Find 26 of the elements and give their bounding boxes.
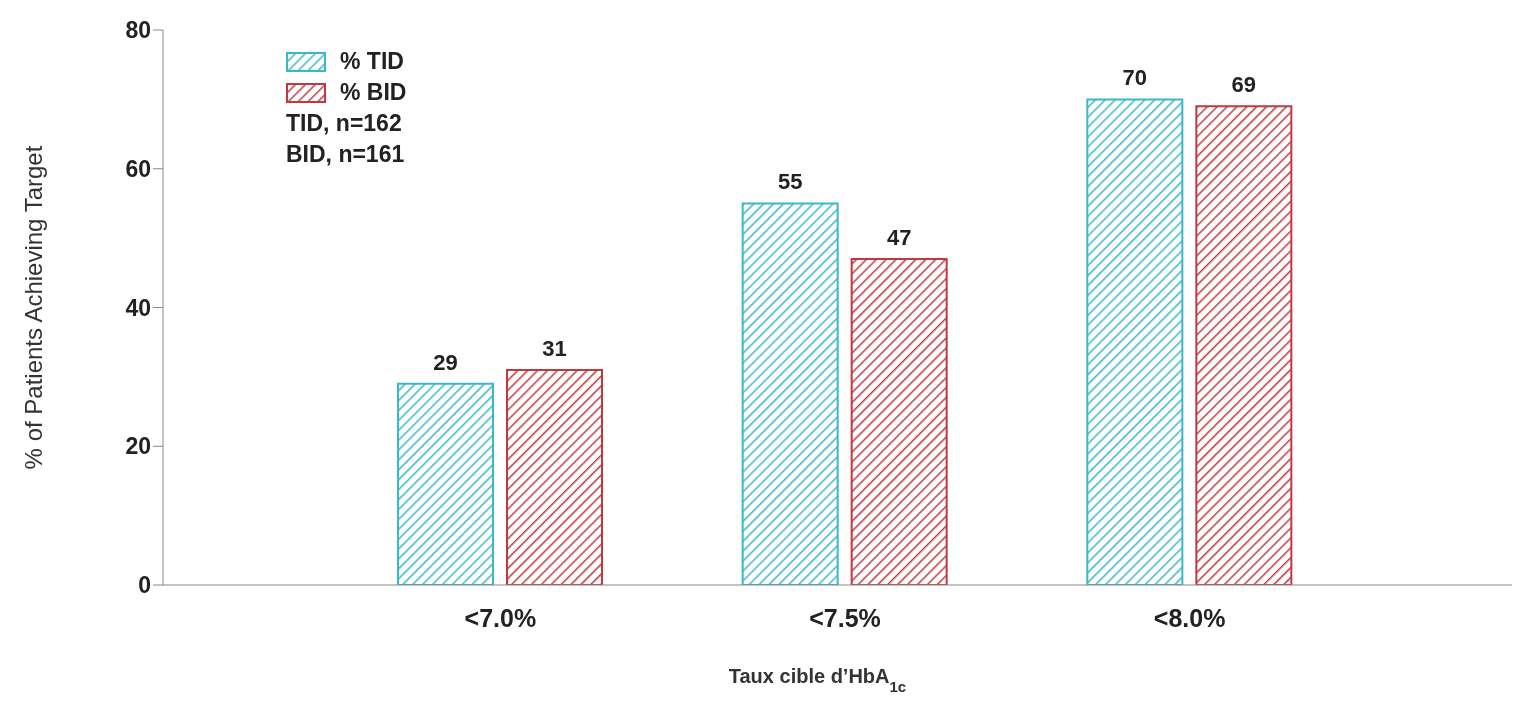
bar (397, 382, 494, 585)
x-tick-label: <7.0% (464, 603, 537, 632)
bar (850, 257, 948, 585)
annotation: TID, n=162 (286, 109, 403, 138)
legend-label: % TID (340, 48, 404, 75)
annotation: BID, n=161 (286, 140, 406, 169)
legend-label: % BID (340, 79, 407, 106)
bar (1195, 105, 1293, 585)
bar (506, 368, 603, 585)
data-label: 31 (542, 335, 567, 361)
y-tick-label: 20 (125, 433, 151, 460)
y-tick-label: 40 (125, 294, 151, 321)
x-axis-title: Taux cible d’HbA$_{1c}$ (728, 665, 907, 695)
y-tick-label: 0 (138, 572, 151, 599)
data-label: 47 (886, 224, 912, 250)
y-tick-label: 60 (125, 155, 151, 182)
bar (741, 202, 839, 585)
y-tick-label: 80 (125, 17, 151, 44)
data-label: 69 (1231, 72, 1257, 98)
x-tick-label: <7.5% (809, 603, 881, 632)
x-tick-label: <8.0% (1153, 603, 1226, 632)
bar (1086, 98, 1184, 585)
data-label: 29 (433, 349, 458, 375)
y-axis-title: % of Patients Achieving Target (19, 145, 47, 470)
data-label: 70 (1122, 65, 1148, 91)
data-label: 55 (777, 169, 803, 195)
